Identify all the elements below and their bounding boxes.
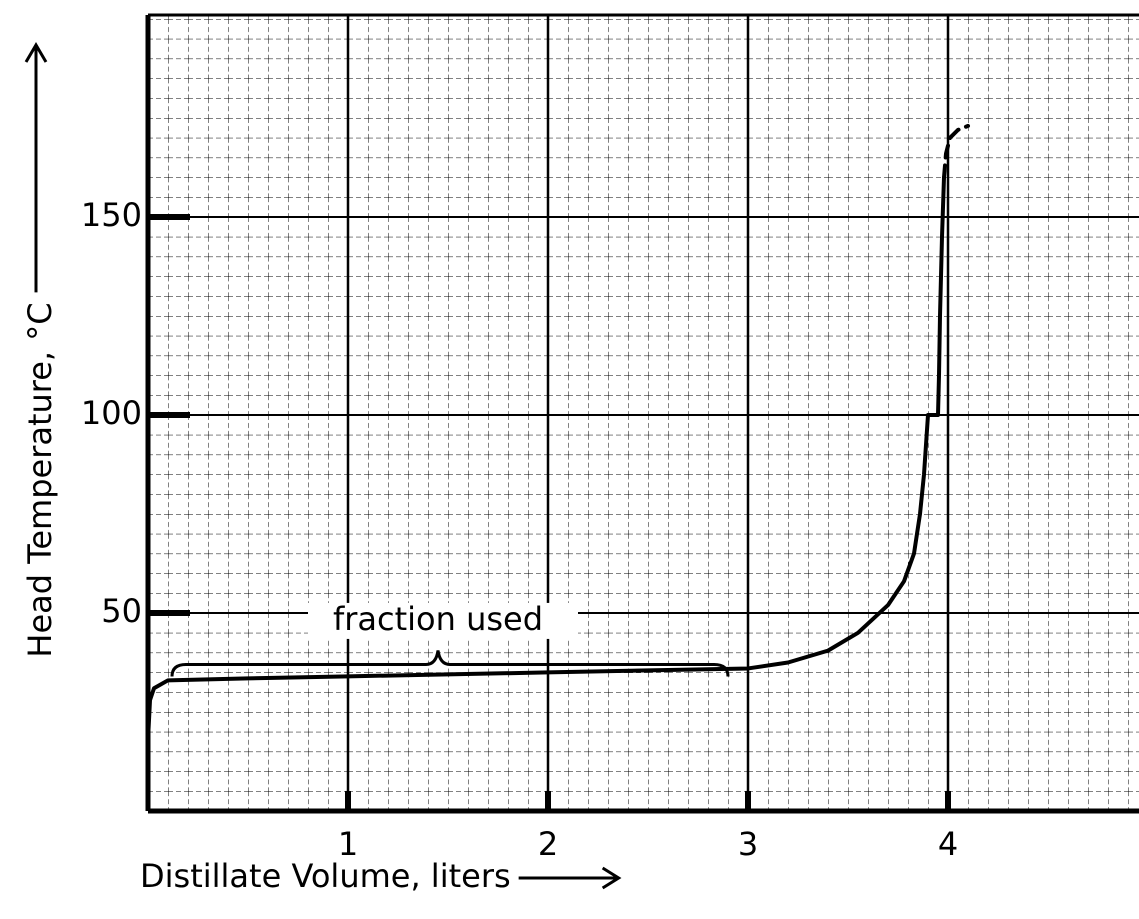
x-tick-label: 4 bbox=[938, 825, 958, 863]
x-tick-label: 1 bbox=[338, 825, 358, 863]
x-tick-label: 2 bbox=[538, 825, 558, 863]
x-tick-label: 3 bbox=[738, 825, 758, 863]
y-tick-label: 50 bbox=[101, 592, 142, 630]
data-line bbox=[942, 123, 970, 180]
annotation: fraction used bbox=[333, 600, 543, 638]
x-axis-arrow bbox=[518, 866, 622, 890]
y-axis-label: Head Temperature, °C bbox=[21, 302, 59, 657]
brace bbox=[170, 650, 730, 677]
annotation-bg bbox=[308, 602, 578, 639]
y-tick-label: 100 bbox=[81, 394, 142, 432]
data-line bbox=[146, 175, 946, 742]
y-axis-arrow bbox=[24, 42, 48, 293]
plot-area: 50 100 150 1 2 3 4 fraction used bbox=[81, 13, 1139, 863]
graph-paper bbox=[148, 15, 1139, 811]
y-tick-label: 150 bbox=[81, 196, 142, 234]
x-axis-label: Distillate Volume, liters bbox=[140, 857, 511, 895]
